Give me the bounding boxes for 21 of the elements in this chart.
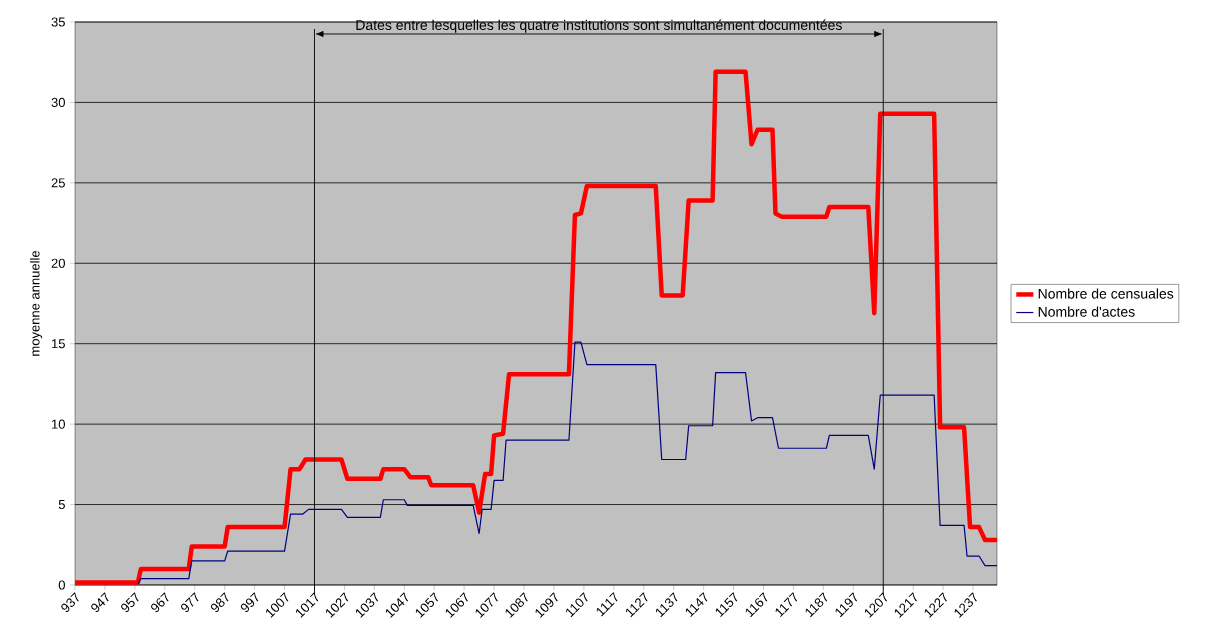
- y-tick-label: 30: [51, 97, 65, 108]
- annotation: Dates entre lesquelles les quatre institutions sont simultanément documentées: [356, 19, 842, 33]
- y-axis-title: moyenne annuelle: [30, 250, 43, 356]
- y-tick-label: 0: [58, 580, 65, 590]
- y-tick-label: 5: [58, 500, 65, 510]
- x-tick-label: 937: [61, 592, 79, 613]
- line-series: [72, 69, 1000, 585]
- x-tick-label: 997: [240, 592, 259, 613]
- y-tick-label: 20: [51, 258, 65, 268]
- x-tick-label: 977: [180, 592, 199, 613]
- legend-label: Nombre de censuales: [1038, 288, 1174, 299]
- y-tick-label: 10: [52, 419, 65, 429]
- x-tick-label: 957: [121, 592, 139, 613]
- x-tick-label: 947: [91, 592, 109, 613]
- x-tick-label: 987: [210, 592, 229, 613]
- x-tick-label: 967: [151, 592, 169, 613]
- y-tick-label: 25: [51, 178, 65, 188]
- y-tick-label: 35: [51, 17, 65, 27]
- line-series: [137, 341, 998, 585]
- y-tick-label: 15: [52, 339, 65, 349]
- legend-label: Nombre d'actes: [1038, 306, 1135, 317]
